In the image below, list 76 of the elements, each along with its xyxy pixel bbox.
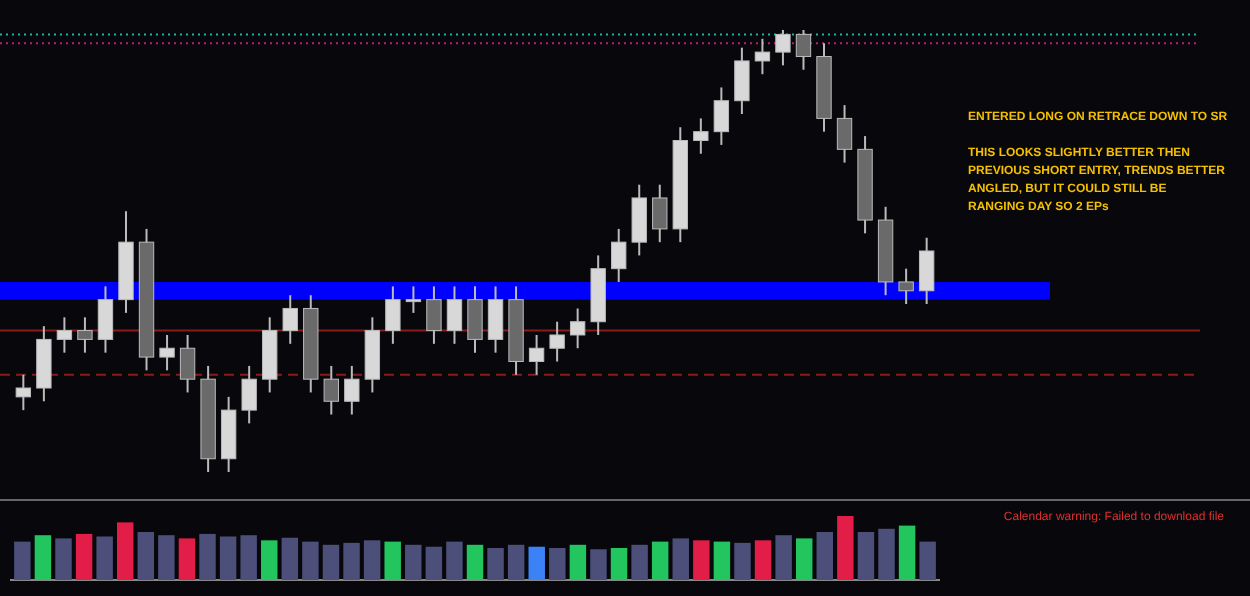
bar xyxy=(55,538,72,580)
candlestick xyxy=(97,285,114,354)
candlestick xyxy=(446,285,463,345)
candlestick xyxy=(754,37,771,76)
candlestick xyxy=(528,333,545,376)
bar xyxy=(384,541,401,580)
bar xyxy=(425,546,443,580)
bar xyxy=(487,548,504,580)
bar xyxy=(713,541,731,580)
bar xyxy=(693,540,710,580)
bar xyxy=(837,516,854,580)
candlestick xyxy=(487,285,504,354)
bar xyxy=(199,533,216,580)
bar xyxy=(137,532,155,580)
bar xyxy=(754,540,772,580)
candlestick xyxy=(241,364,257,425)
bar xyxy=(302,541,319,580)
candlestick xyxy=(405,285,422,314)
bar xyxy=(96,536,113,580)
candlestick xyxy=(467,285,483,354)
bar xyxy=(528,546,545,580)
bar xyxy=(734,542,751,580)
candlestick xyxy=(918,236,935,306)
bar xyxy=(507,544,525,580)
bar xyxy=(446,541,463,580)
bar xyxy=(240,535,257,580)
bar xyxy=(261,540,278,580)
candlestick xyxy=(179,333,196,394)
bar xyxy=(857,532,875,580)
candlestick xyxy=(795,29,812,71)
candlestick xyxy=(159,333,175,372)
bar xyxy=(878,528,895,580)
bar xyxy=(898,525,916,580)
candlestick xyxy=(693,117,709,155)
candlestick xyxy=(652,183,668,244)
bar xyxy=(631,544,648,580)
candlestick xyxy=(898,267,914,306)
bar xyxy=(322,544,340,580)
bar xyxy=(219,536,237,580)
candlestick xyxy=(344,364,360,416)
candlestick xyxy=(282,294,298,345)
candlestick xyxy=(611,227,627,283)
candlestick xyxy=(56,316,73,354)
bar xyxy=(281,537,299,580)
bar xyxy=(795,538,813,580)
bar xyxy=(363,540,381,580)
candlestick xyxy=(77,316,93,354)
candlestick xyxy=(775,29,791,67)
bar xyxy=(158,535,175,580)
bar xyxy=(549,548,566,580)
bar xyxy=(590,549,607,580)
bar xyxy=(178,538,196,580)
bar xyxy=(466,544,484,580)
candlestick xyxy=(569,307,586,350)
bar xyxy=(610,548,628,580)
bar xyxy=(569,544,587,580)
candlestick xyxy=(734,46,750,115)
bar xyxy=(116,522,134,580)
bar xyxy=(672,538,689,580)
bar xyxy=(34,535,52,580)
bar xyxy=(405,544,422,580)
bar xyxy=(775,535,792,580)
candlestick xyxy=(323,364,339,416)
candlestick xyxy=(549,320,565,363)
candlestick xyxy=(15,373,32,412)
candlestick xyxy=(631,183,647,257)
bar xyxy=(919,541,936,580)
candlestick xyxy=(385,285,401,345)
candlestick xyxy=(426,285,442,345)
bar xyxy=(816,532,834,580)
bar xyxy=(651,541,669,580)
bar xyxy=(75,533,93,580)
bar xyxy=(343,542,360,580)
candlestick xyxy=(713,86,730,146)
candlestick xyxy=(836,104,853,164)
bar xyxy=(14,541,31,580)
